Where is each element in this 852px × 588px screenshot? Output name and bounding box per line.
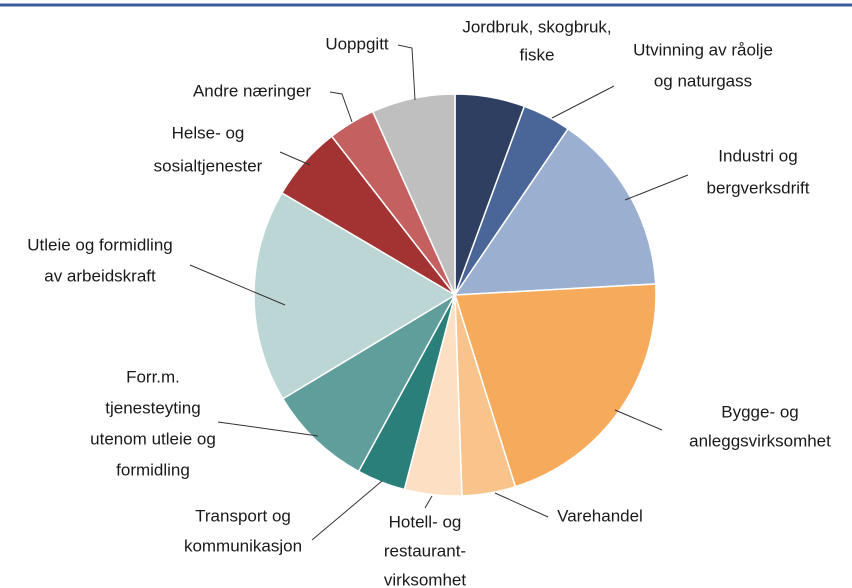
slice-label: bergverksdrift: [707, 178, 810, 197]
slice-label: Helse- og: [172, 123, 245, 142]
slice-label: virksomhet: [384, 570, 466, 588]
slice-label: Varehandel: [557, 506, 643, 525]
slice-label: restaurant-: [384, 541, 466, 560]
slice-label: fiske: [520, 45, 555, 64]
slice-label: av arbeidskraft: [44, 266, 156, 285]
slice-label: Bygge- og: [721, 402, 799, 421]
leader-line: [624, 174, 689, 201]
leader-line: [279, 151, 311, 166]
slice-label: tjenesteyting: [105, 398, 200, 417]
slice-label: Transport og: [195, 506, 291, 525]
slice-label: anleggsvirksomhet: [689, 431, 831, 450]
slice-label: formidling: [116, 460, 190, 479]
leader-line: [424, 495, 433, 509]
pie-slice: [281, 292, 457, 473]
slice-label: Andre næringer: [193, 81, 311, 100]
pie-slice: [453, 127, 657, 296]
leader-line: [397, 44, 416, 101]
leader-line: [329, 91, 353, 123]
slice-label: utenom utleie og: [90, 429, 216, 448]
slice-label: Utvinning av råolje: [633, 40, 773, 59]
leader-line: [494, 492, 549, 518]
pie-slice: [371, 93, 456, 296]
leader-line: [551, 85, 615, 119]
leader-line: [189, 264, 286, 306]
slice-label: Jordbruk, skogbruk,: [462, 17, 611, 36]
leader-line: [217, 421, 319, 437]
slice-label: Uoppgitt: [325, 34, 389, 53]
leader-line: [614, 409, 663, 431]
slice-label: og naturgass: [654, 71, 752, 90]
pie-slice: [253, 191, 457, 400]
slice-label: Industri og: [718, 146, 797, 165]
slice-label: Utleie og formidling: [27, 235, 173, 254]
slice-label: sosialtjenester: [154, 156, 263, 175]
slice-label: Hotell- og: [389, 512, 462, 531]
pie-slice: [453, 283, 657, 488]
slice-label: kommunikasjon: [184, 536, 302, 555]
leader-line: [311, 480, 383, 541]
slice-label: Forr.m.: [126, 367, 180, 386]
